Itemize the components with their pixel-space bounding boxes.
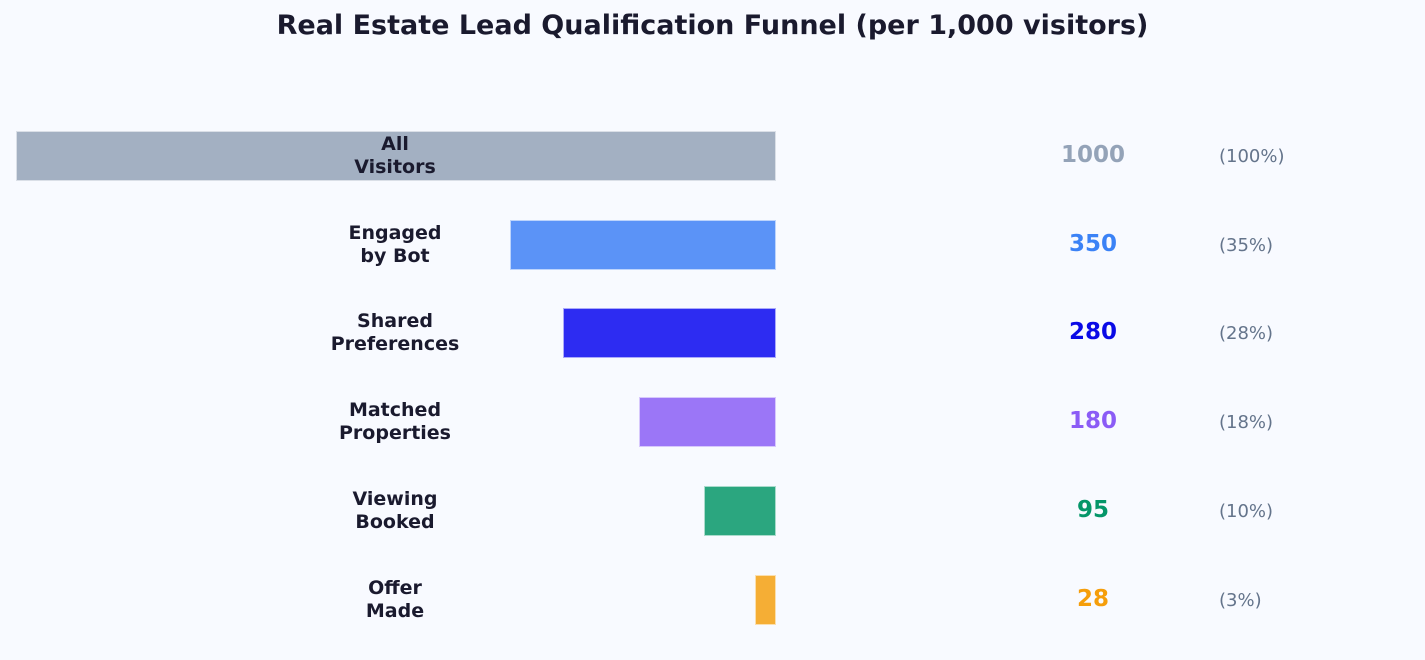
stage-value: 95 (1076, 497, 1109, 523)
funnel-bar (703, 486, 776, 536)
funnel-row: Matched Properties 180 (18%) (0, 397, 1425, 449)
funnel-row: All Visitors 1000 (100%) (0, 131, 1425, 183)
stage-percentage: (18%) (1219, 412, 1274, 433)
funnel-row: Engaged by Bot 350 (35%) (0, 220, 1425, 272)
stage-label: All Visitors (354, 133, 436, 178)
stage-value: 280 (1068, 319, 1117, 345)
funnel-bar (16, 131, 776, 181)
funnel-row: Offer Made 28 (3%) (0, 575, 1425, 627)
funnel-bar (510, 220, 776, 270)
stage-percentage: (3%) (1219, 590, 1262, 611)
stage-value: 350 (1068, 231, 1117, 257)
stage-label: Offer Made (365, 577, 425, 622)
funnel-bar (754, 575, 776, 625)
stage-label: Viewing Booked (352, 488, 438, 533)
funnel-bar (639, 397, 776, 447)
stage-percentage: (10%) (1219, 501, 1274, 522)
stage-percentage: (100%) (1219, 146, 1285, 167)
stage-label: Shared Preferences (330, 310, 460, 355)
chart-title: Real Estate Lead Qualification Funnel (p… (276, 10, 1149, 41)
stage-label: Matched Properties (339, 399, 451, 444)
funnel-bar (563, 308, 776, 358)
stage-value: 28 (1076, 586, 1109, 612)
stage-value: 180 (1068, 408, 1117, 434)
funnel-row: Viewing Booked 95 (10%) (0, 486, 1425, 538)
stage-percentage: (28%) (1219, 323, 1274, 344)
stage-label: Engaged by Bot (348, 222, 442, 267)
funnel-row: Shared Preferences 280 (28%) (0, 308, 1425, 360)
stage-value: 1000 (1060, 142, 1125, 168)
stage-percentage: (35%) (1219, 235, 1274, 256)
